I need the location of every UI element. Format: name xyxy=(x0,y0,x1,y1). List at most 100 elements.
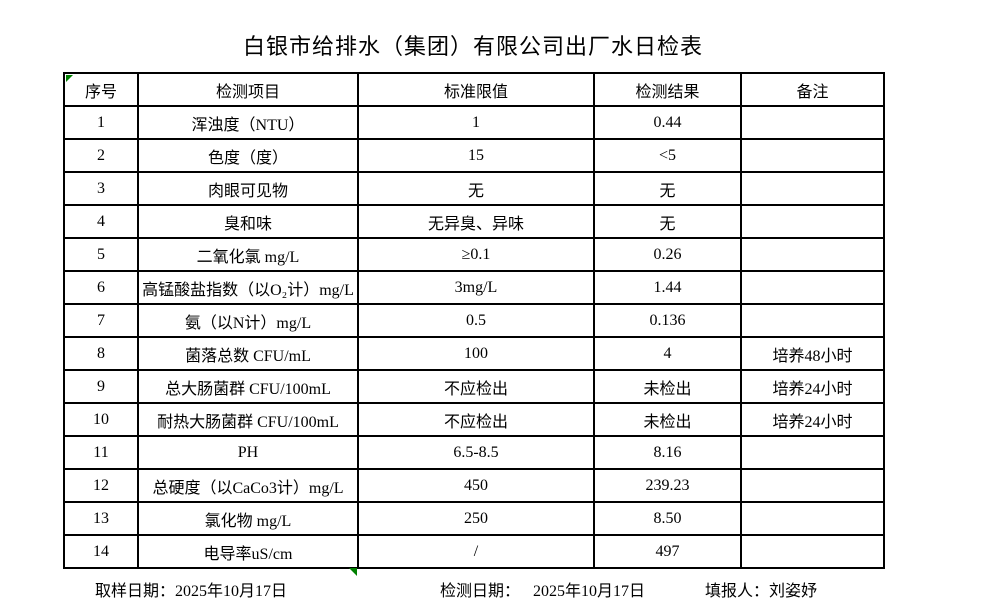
cell-result: 未检出 xyxy=(593,402,742,437)
cell-limit: / xyxy=(357,534,595,569)
cell-seq: 12 xyxy=(63,468,139,503)
cell-item: 耐热大肠菌群 CFU/100mL xyxy=(137,402,359,437)
cell-remark xyxy=(740,501,885,536)
header-seq: 序号 xyxy=(63,72,139,107)
cell-remark xyxy=(740,204,885,239)
cell-seq: 5 xyxy=(63,237,139,272)
cell-item: 氯化物 mg/L xyxy=(137,501,359,536)
cell-seq: 11 xyxy=(63,435,139,470)
cell-result: 8.16 xyxy=(593,435,742,470)
cell-limit: 250 xyxy=(357,501,595,536)
cell-item: PH xyxy=(137,435,359,470)
cell-item: 色度（度） xyxy=(137,138,359,173)
cell-remark xyxy=(740,534,885,569)
table-row: 1 浑浊度（NTU） 1 0.44 xyxy=(63,105,885,140)
table-row: 13 氯化物 mg/L 250 8.50 xyxy=(63,501,885,536)
cell-item: 二氧化氯 mg/L xyxy=(137,237,359,272)
sampling-date-value: 2025年10月17日 xyxy=(175,583,288,600)
cell-result: 4 xyxy=(593,336,742,371)
cell-remark: 培养48小时 xyxy=(740,336,885,371)
cell-item: 肉眼可见物 xyxy=(137,171,359,206)
header-limit: 标准限值 xyxy=(357,72,595,107)
reporter-label: 填报人： xyxy=(705,583,770,600)
cell-seq: 3 xyxy=(63,171,139,206)
testing-date-label: 检测日期： xyxy=(440,583,521,600)
cell-seq: 10 xyxy=(63,402,139,437)
header-result: 检测结果 xyxy=(593,72,742,107)
cell-result: 未检出 xyxy=(593,369,742,404)
table-row: 2 色度（度） 15 <5 xyxy=(63,138,885,173)
cell-remark xyxy=(740,468,885,503)
cell-item: 菌落总数 CFU/mL xyxy=(137,336,359,371)
reporter-field: 填报人：刘姿妤 xyxy=(705,577,817,601)
table-row: 8 菌落总数 CFU/mL 100 4 培养48小时 xyxy=(63,336,885,371)
cell-result: 0.136 xyxy=(593,303,742,338)
cell-item: 高锰酸盐指数（以O₂计）mg/L xyxy=(137,270,359,305)
cell-result: 无 xyxy=(593,204,742,239)
cell-seq: 7 xyxy=(63,303,139,338)
cell-item: 浑浊度（NTU） xyxy=(137,105,359,140)
table-row: 10 耐热大肠菌群 CFU/100mL 不应检出 未检出 培养24小时 xyxy=(63,402,885,437)
cell-limit: 100 xyxy=(357,336,595,371)
selection-corner-marker-icon xyxy=(349,568,357,576)
table-body: 1 浑浊度（NTU） 1 0.44 2 色度（度） 15 <5 3 肉眼可见物无无 4 臭和味 无异臭、… xyxy=(63,105,885,569)
cell-seq: 6 xyxy=(63,270,139,305)
cell-limit: 不应检出 xyxy=(357,369,595,404)
cell-remark: 培养24小时 xyxy=(740,369,885,404)
cell-result: 239.23 xyxy=(593,468,742,503)
cell-seq: 14 xyxy=(63,534,139,569)
cell-result: 8.50 xyxy=(593,501,742,536)
cell-remark xyxy=(740,303,885,338)
daily-inspection-table: 序号 检测项目 标准限值 检测结果 备注 1 浑浊度（NTU） 1 0.44 2 色度（度… xyxy=(63,72,885,569)
cell-item: 总大肠菌群 CFU/100mL xyxy=(137,369,359,404)
table-row: 7 氨（以N计）mg/L 0.5 0.136 xyxy=(63,303,885,338)
cell-remark xyxy=(740,171,885,206)
cell-limit: 不应检出 xyxy=(357,402,595,437)
cell-remark xyxy=(740,270,885,305)
cell-seq: 2 xyxy=(63,138,139,173)
cell-item: 总硬度（以CaCo3计）mg/L xyxy=(137,468,359,503)
reporter-name-value: 刘姿妤 xyxy=(769,583,818,600)
cell-result: 497 xyxy=(593,534,742,569)
page-title: 白银市给排水（集团）有限公司出厂水日检表 xyxy=(242,34,703,59)
cell-seq: 9 xyxy=(63,369,139,404)
testing-date-field: 检测日期： 2025年10月17日 xyxy=(440,577,645,601)
table-row: 9 总大肠菌群 CFU/100mL 不应检出 未检出 培养24小时 xyxy=(63,369,885,404)
testing-date-value: 2025年10月17日 xyxy=(533,583,646,600)
cell-remark xyxy=(740,237,885,272)
table-row: 3 肉眼可见物无无 xyxy=(63,171,885,206)
table-row: 12 总硬度（以CaCo3计）mg/L 450 239.23 xyxy=(63,468,885,503)
cell-item: 臭和味 xyxy=(137,204,359,239)
cell-remark: 培养24小时 xyxy=(740,402,885,437)
cell-result: <5 xyxy=(593,138,742,173)
cell-remark xyxy=(740,138,885,173)
table-row: 14 电导率uS/cm/497 xyxy=(63,534,885,569)
cell-limit: 无 xyxy=(357,171,595,206)
table-row: 4 臭和味 无异臭、异味无 xyxy=(63,204,885,239)
sampling-date-field: 取样日期：2025年10月17日 xyxy=(95,577,287,601)
cell-seq: 4 xyxy=(63,204,139,239)
table-row: 6 高锰酸盐指数（以O₂计）mg/L 3mg/L 1.44 xyxy=(63,270,885,305)
cell-seq: 13 xyxy=(63,501,139,536)
cell-limit: 无异臭、异味 xyxy=(357,204,595,239)
header-item: 检测项目 xyxy=(137,72,359,107)
cell-remark xyxy=(740,105,885,140)
cell-error-marker-icon xyxy=(66,75,73,82)
cell-seq: 8 xyxy=(63,336,139,371)
cell-result: 0.26 xyxy=(593,237,742,272)
sampling-date-label: 取样日期： xyxy=(95,583,176,600)
cell-seq: 1 xyxy=(63,105,139,140)
cell-remark xyxy=(740,435,885,470)
cell-item: 氨（以N计）mg/L xyxy=(137,303,359,338)
cell-item: 电导率uS/cm xyxy=(137,534,359,569)
cell-limit: 3mg/L xyxy=(357,270,595,305)
cell-limit: 0.5 xyxy=(357,303,595,338)
cell-limit: ≥0.1 xyxy=(357,237,595,272)
cell-limit: 6.5-8.5 xyxy=(357,435,595,470)
table-row: 11 PH 6.5-8.5 8.16 xyxy=(63,435,885,470)
cell-result: 1.44 xyxy=(593,270,742,305)
cell-limit: 450 xyxy=(357,468,595,503)
cell-limit: 15 xyxy=(357,138,595,173)
table-row: 5 二氧化氯 mg/L ≥0.1 0.26 xyxy=(63,237,885,272)
header-remark: 备注 xyxy=(740,72,885,107)
